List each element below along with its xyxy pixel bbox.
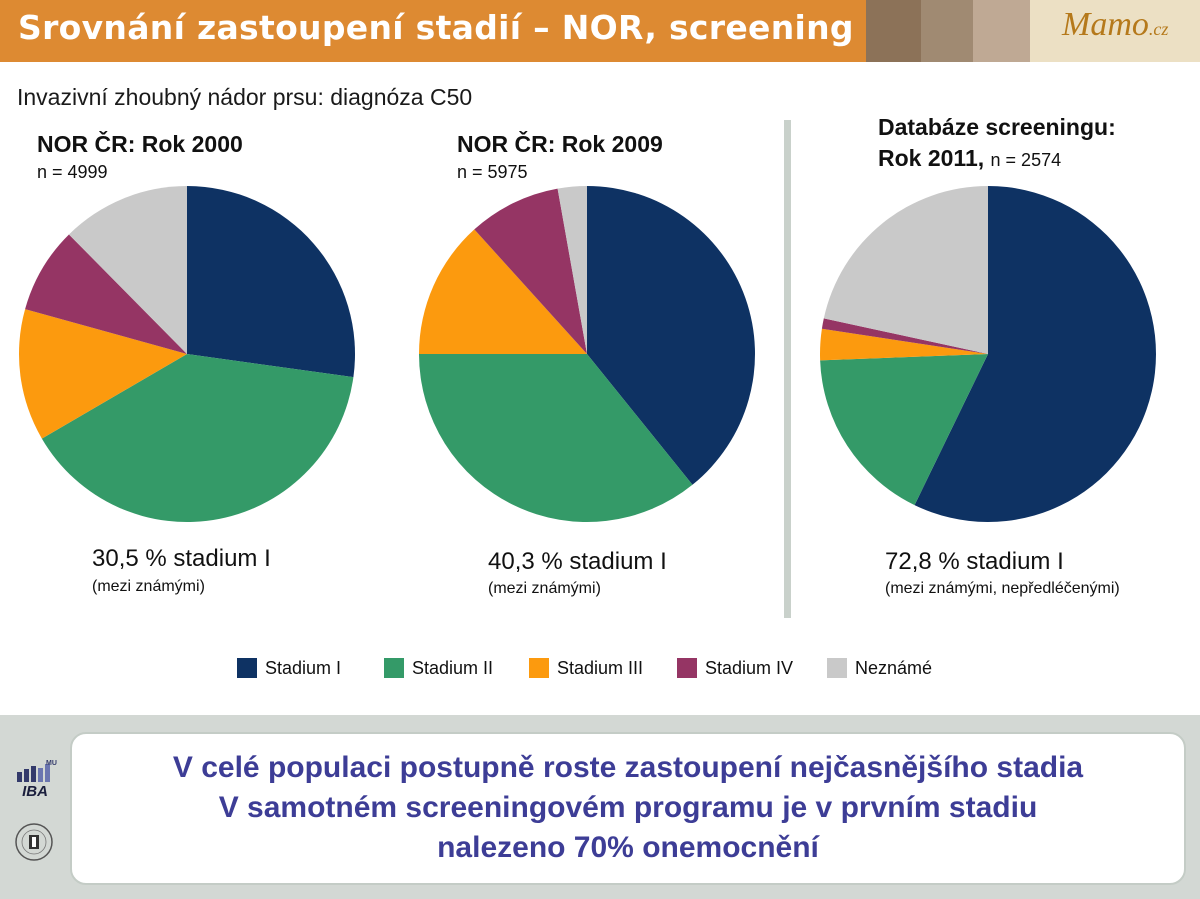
pie-slice-neznámé bbox=[68, 185, 187, 354]
pie-slice-stadium-ii bbox=[820, 354, 988, 506]
chart-3-n: n = 2574 bbox=[990, 150, 1062, 170]
pie-chart-2000 bbox=[18, 185, 356, 523]
legend-swatch bbox=[677, 658, 697, 678]
legend-label: Stadium IV bbox=[705, 658, 794, 678]
pie-slice-stadium-iv bbox=[25, 234, 188, 354]
message-box bbox=[70, 732, 1186, 885]
message-line-3: nalezeno 70% onemocnění bbox=[437, 831, 819, 864]
pie-slice-stadium-iii bbox=[419, 229, 587, 354]
pie-slice-stadium-iv bbox=[474, 188, 587, 354]
chart-3-title-line1: Databáze screeningu: bbox=[878, 114, 1116, 140]
chart-2-note: (mezi známými) bbox=[488, 580, 601, 597]
chart-3-stat: 72,8 % stadium I bbox=[885, 548, 1064, 575]
pie-slice-stadium-ii bbox=[41, 354, 354, 523]
pie-slice-neznámé bbox=[557, 186, 587, 354]
chart-1-note: (mezi známými) bbox=[92, 578, 205, 595]
chart-2-title: NOR ČR: Rok 2009 bbox=[457, 131, 663, 157]
pie-slice-stadium-i bbox=[587, 186, 755, 485]
chart-2-stat: 40,3 % stadium I bbox=[488, 548, 667, 575]
header-color-block bbox=[973, 0, 1030, 62]
mamo-logo-box bbox=[1030, 0, 1200, 62]
chart-1-title: NOR ČR: Rok 2000 bbox=[37, 131, 243, 157]
chart-3-title: Databáze screeningu: Rok 2011, n = 2574 bbox=[878, 112, 1116, 176]
page-title: Srovnání zastoupení stadií – NOR, screen… bbox=[18, 8, 854, 47]
pie-charts bbox=[18, 185, 1156, 523]
pie-slice-stadium-i bbox=[187, 186, 356, 378]
legend-swatch bbox=[384, 658, 404, 678]
pie-slice-stadium-ii bbox=[419, 354, 693, 522]
pie-slice-stadium-iii bbox=[820, 328, 988, 361]
legend-label: Stadium II bbox=[412, 658, 494, 678]
message-line-1: V celé populaci postupně roste zastoupen… bbox=[172, 751, 1084, 784]
chart-3-title-line2: Rok 2011, n = 2574 bbox=[878, 145, 1062, 171]
chart-1-n: n = 4999 bbox=[37, 162, 108, 182]
university-seal-icon bbox=[15, 823, 53, 861]
legend-swatch bbox=[529, 658, 549, 678]
pie-slice-neznámé bbox=[823, 186, 988, 354]
chart-1-stat: 30,5 % stadium I bbox=[92, 545, 271, 572]
pie-slice-stadium-iv bbox=[821, 318, 988, 354]
vertical-divider bbox=[784, 120, 791, 618]
pie-slice-stadium-i bbox=[914, 186, 1156, 522]
pie-chart-2011 bbox=[820, 186, 1156, 522]
legend-swatch bbox=[827, 658, 847, 678]
pie-chart-2009 bbox=[419, 186, 755, 522]
pie-slice-stadium-iii bbox=[18, 309, 187, 439]
svg-text:MU: MU bbox=[46, 760, 57, 767]
message-line-2: V samotném screeningovém programu je v p… bbox=[218, 791, 1038, 824]
header-color-block bbox=[921, 0, 973, 62]
mamo-logo: Mamo.cz bbox=[1062, 6, 1169, 43]
iba-logo: MU IBA bbox=[17, 760, 57, 800]
legend-swatch bbox=[237, 658, 257, 678]
chart-3-note: (mezi známými, nepředléčenými) bbox=[885, 580, 1120, 597]
header-color-block bbox=[866, 0, 921, 62]
svg-text:IBA: IBA bbox=[22, 783, 48, 800]
legend-label: Neznámé bbox=[855, 658, 933, 678]
chart-2-n: n = 5975 bbox=[457, 162, 528, 182]
title-banner bbox=[0, 0, 866, 62]
header-bar: Srovnání zastoupení stadií – NOR, screen… bbox=[0, 0, 1200, 62]
legend-label: Stadium III bbox=[557, 658, 644, 678]
diagnosis-subtitle: Invazivní zhoubný nádor prsu: diagnóza C… bbox=[17, 84, 473, 110]
legend-label: Stadium I bbox=[265, 658, 342, 678]
